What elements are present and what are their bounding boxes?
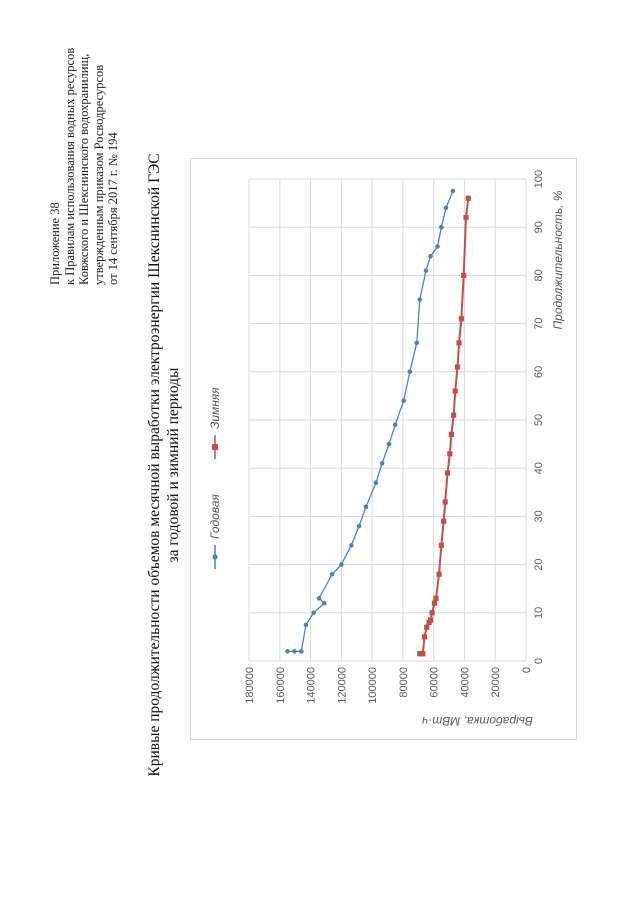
data-point-zimnyaya	[442, 499, 448, 505]
data-point-zimnyaya	[429, 610, 435, 616]
x-tick-label: 70	[533, 317, 545, 329]
data-point-godovaya	[392, 422, 398, 428]
x-tick-label: 90	[533, 221, 545, 233]
x-axis-title: Продолжительность, %	[551, 190, 565, 329]
header-line-2: к Правилам использования водных ресурсов	[62, 47, 77, 285]
y-tick-label: 80000	[398, 667, 410, 698]
data-point-godovaya	[299, 649, 304, 654]
chart-title-line-2: за годовой и зимний периоды	[165, 367, 182, 563]
chart-title: Кривые продолжительности объемов месячно…	[145, 145, 183, 785]
y-tick-label: 100000	[367, 667, 379, 704]
x-tick-label: 50	[533, 414, 545, 426]
data-point-godovaya	[322, 600, 327, 606]
data-point-godovaya	[329, 571, 335, 577]
data-point-zimnyaya	[431, 600, 438, 606]
header-line-1: Приложение 38	[48, 202, 62, 285]
appendix-header: Приложение 38 к Правилам использования в…	[48, 15, 121, 285]
data-point-zimnyaya	[447, 451, 453, 457]
y-tick-label: 160000	[275, 667, 287, 704]
header-line-5: от 14 сентября 2017 г. № 194	[106, 132, 120, 285]
y-tick-label: 180000	[244, 667, 256, 704]
legend-label-godovaya: Годовая	[208, 493, 222, 539]
data-point-godovaya	[443, 205, 449, 211]
data-point-godovaya	[311, 610, 316, 616]
data-point-godovaya	[428, 253, 433, 259]
data-point-zimnyaya	[452, 388, 458, 394]
data-point-zimnyaya	[463, 214, 469, 221]
data-point-godovaya	[373, 480, 379, 485]
data-point-godovaya	[401, 398, 406, 404]
y-tick-label: 0	[521, 667, 533, 673]
data-point-zimnyaya	[444, 470, 451, 476]
data-point-godovaya	[349, 543, 354, 548]
data-point-zimnyaya	[451, 412, 457, 418]
y-tick-label: 40000	[459, 667, 471, 698]
data-point-godovaya	[379, 461, 385, 466]
data-point-godovaya	[423, 268, 429, 273]
header-line-4: утвержденным приказом Росводресурсов	[91, 64, 106, 285]
data-point-godovaya	[417, 297, 423, 302]
x-tick-label: 20	[533, 558, 545, 570]
header-line-3: Ковжского и Шекснинского водохранилищ,	[77, 53, 91, 285]
data-point-godovaya	[414, 340, 420, 346]
chart-svg: 0 20000 40000 60000 80000 100000 120000 140000 1…	[208, 170, 565, 728]
data-point-zimnyaya	[424, 624, 430, 630]
legend-marker-zimnyaya	[212, 444, 218, 450]
data-point-zimnyaya	[458, 316, 464, 322]
data-point-zimnyaya	[420, 651, 426, 657]
chart-area: 0 20000 40000 60000 80000 100000 120000 140000 1…	[190, 158, 577, 740]
data-point-godovaya	[339, 562, 344, 567]
data-point-godovaya	[316, 596, 322, 601]
series-line-godovaya	[287, 190, 454, 653]
legend-marker-godovaya	[212, 554, 218, 560]
data-point-zimnyaya	[461, 272, 467, 278]
x-tick-label: 10	[533, 607, 545, 619]
x-tick-label: 30	[533, 510, 545, 522]
data-point-zimnyaya	[454, 364, 461, 370]
data-point-godovaya	[356, 523, 362, 529]
data-point-zimnyaya	[438, 542, 444, 548]
y-tick-label: 60000	[429, 667, 441, 698]
data-point-zimnyaya	[448, 431, 454, 438]
data-point-zimnyaya	[441, 518, 447, 524]
data-point-zimnyaya	[427, 617, 434, 623]
data-point-godovaya	[303, 622, 309, 628]
data-point-zimnyaya	[465, 195, 471, 201]
x-tick-label: 40	[533, 462, 545, 474]
y-tick-label: 20000	[490, 667, 502, 698]
x-tick-label: 0	[533, 658, 545, 664]
data-point-zimnyaya	[456, 340, 462, 346]
data-point-godovaya	[407, 369, 413, 375]
chart-title-line-1: Кривые продолжительности объемов месячно…	[146, 153, 163, 777]
legend-label-zimnyaya: Зимняя	[208, 387, 222, 429]
x-tick-label: 60	[533, 366, 545, 378]
x-tick-label: 80	[533, 269, 545, 281]
x-tick-label: 100	[533, 170, 545, 188]
data-point-godovaya	[292, 649, 297, 654]
data-point-godovaya	[435, 244, 440, 249]
data-point-godovaya	[363, 504, 369, 510]
data-point-godovaya	[285, 649, 290, 654]
y-tick-label: 140000	[306, 667, 318, 704]
y-axis-title: Выработка, МВт·ч	[422, 714, 533, 728]
data-point-godovaya	[450, 188, 456, 194]
data-point-godovaya	[386, 441, 392, 447]
data-point-godovaya	[439, 224, 444, 230]
data-point-zimnyaya	[433, 595, 439, 601]
data-point-zimnyaya	[421, 634, 428, 640]
data-point-zimnyaya	[436, 571, 442, 577]
y-tick-label: 120000	[336, 667, 348, 704]
